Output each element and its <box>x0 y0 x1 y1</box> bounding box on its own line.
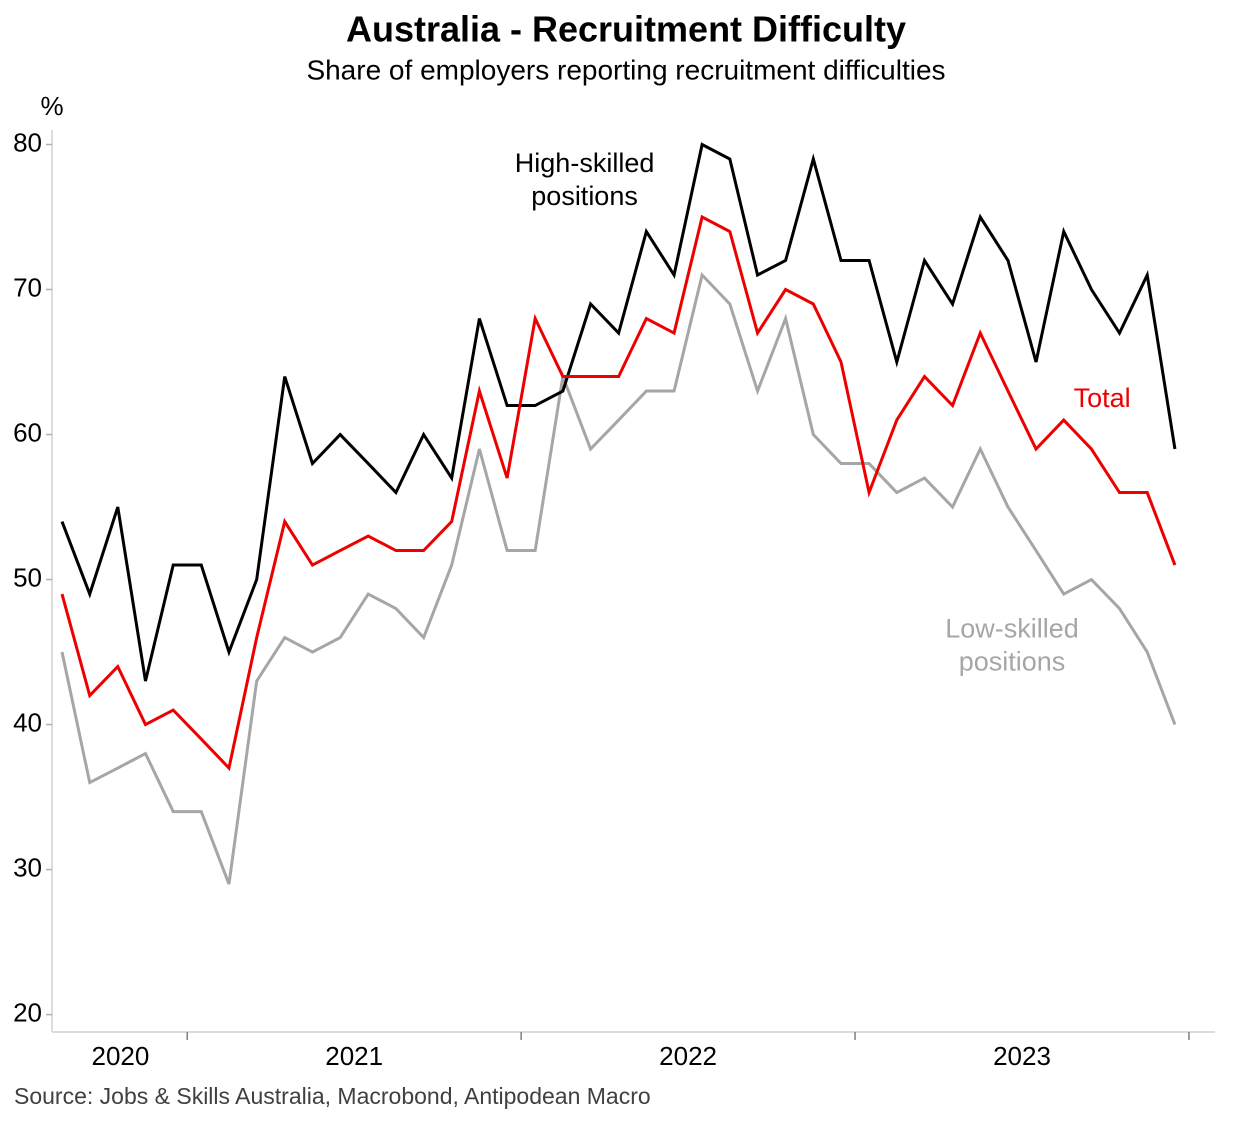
chart-subtitle: Share of employers reporting recruitment… <box>306 54 945 85</box>
annotation: positions <box>959 646 1066 676</box>
chart-title: Australia - Recruitment Difficulty <box>346 9 906 50</box>
y-tick-label: 50 <box>13 562 42 592</box>
y-tick-label: 60 <box>13 417 42 447</box>
y-tick-label: 80 <box>13 127 42 157</box>
series-line <box>60 214 1177 772</box>
y-unit: % <box>40 91 63 121</box>
annotation: positions <box>531 181 638 211</box>
source: Source: Jobs & Skills Australia, Macrobo… <box>14 1083 651 1109</box>
x-tick-label: 2020 <box>92 1041 150 1071</box>
series-line <box>60 142 1177 682</box>
x-tick-label: 2022 <box>659 1041 717 1071</box>
annotation: Total <box>1074 383 1131 413</box>
y-tick-label: 30 <box>13 852 42 882</box>
y-tick-label: 70 <box>13 272 42 302</box>
x-tick-label: 2023 <box>993 1041 1051 1071</box>
annotation: High-skilled <box>515 148 655 178</box>
y-tick-label: 20 <box>13 997 42 1027</box>
x-tick-label: 2021 <box>325 1041 383 1071</box>
series-line <box>60 271 1177 885</box>
y-tick-label: 40 <box>13 707 42 737</box>
annotation: Low-skilled <box>945 613 1079 643</box>
